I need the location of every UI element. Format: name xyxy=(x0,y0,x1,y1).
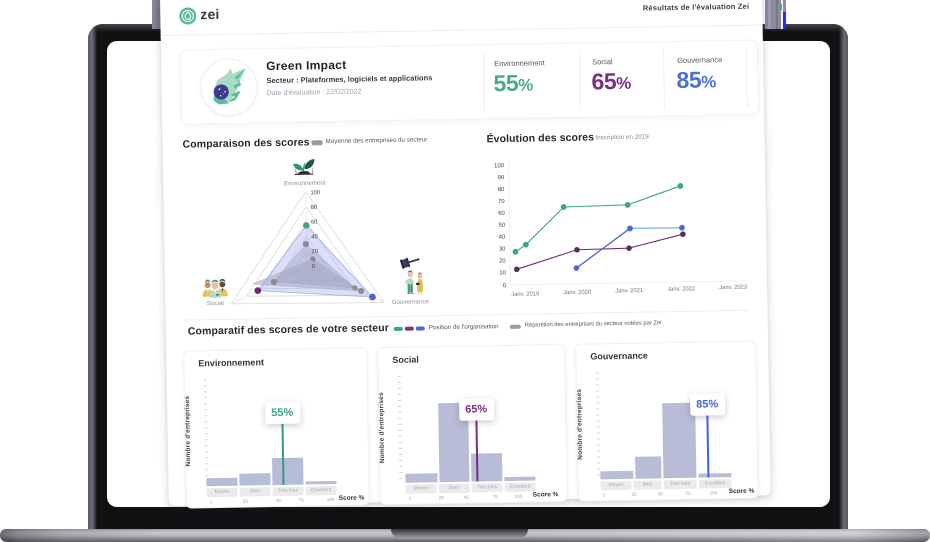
svg-text:100: 100 xyxy=(494,163,505,169)
svg-text:20: 20 xyxy=(311,249,318,255)
svg-text:Janv. 2023: Janv. 2023 xyxy=(719,285,747,291)
svg-text:Environnement: Environnement xyxy=(284,180,326,188)
svg-text:50: 50 xyxy=(498,223,505,229)
svg-text:Janv. 2021: Janv. 2021 xyxy=(615,288,643,294)
svg-text:Janv. 2022: Janv. 2022 xyxy=(667,286,695,292)
svg-text:0: 0 xyxy=(312,264,315,270)
svg-text:60: 60 xyxy=(311,220,318,226)
svg-text:30: 30 xyxy=(499,246,506,252)
svg-text:20: 20 xyxy=(499,258,506,264)
svg-text:Social: Social xyxy=(207,300,224,307)
svg-text:100: 100 xyxy=(310,190,320,196)
svg-text:10: 10 xyxy=(499,270,506,276)
svg-text:80: 80 xyxy=(311,205,318,211)
svg-text:40: 40 xyxy=(311,234,318,240)
svg-text:60: 60 xyxy=(498,211,505,217)
svg-text:Janv. 2019: Janv. 2019 xyxy=(511,291,539,297)
svg-text:80: 80 xyxy=(498,187,505,193)
svg-text:70: 70 xyxy=(498,199,505,205)
svg-text:Janv. 2020: Janv. 2020 xyxy=(563,290,591,296)
svg-text:90: 90 xyxy=(498,175,505,181)
svg-text:40: 40 xyxy=(499,235,506,241)
svg-text:0: 0 xyxy=(503,283,507,289)
svg-text:Gouvernance: Gouvernance xyxy=(392,298,430,306)
